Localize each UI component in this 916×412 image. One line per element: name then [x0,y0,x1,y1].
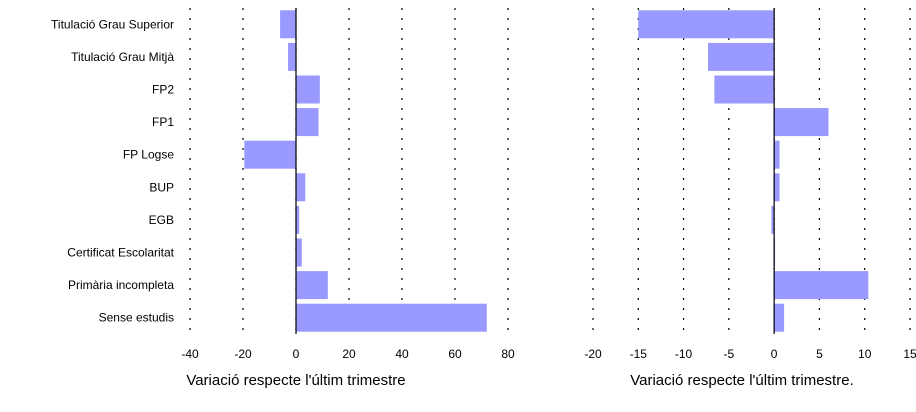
bar [280,10,296,39]
x-axis-title: Variació respecte l'últim trimestre [186,372,405,389]
category-label: BUP [149,180,174,194]
x-tick-label: 5 [816,347,823,361]
bar [774,108,829,137]
right-chart: -20 -15 -10 -5 0 5 10 15 Variació respecte l'últ… [584,8,916,389]
bar [296,108,319,137]
category-label: Primària incompleta [68,278,174,292]
x-tick-label: 15 [903,347,916,361]
bar [296,75,320,104]
x-tick-label: 40 [395,347,409,361]
x-tick-label: -10 [675,347,693,361]
bar [774,303,785,332]
x-tick-label: -20 [234,347,252,361]
category-label: Certificat Escolaritat [67,246,174,260]
category-label: Sense estudis [99,311,174,325]
x-tick-label: 20 [342,347,356,361]
x-tick-label: -40 [181,347,199,361]
bar [296,271,328,300]
bar [774,140,780,169]
bar [714,75,775,104]
x-tick-label: 10 [858,347,872,361]
category-label: FP1 [152,115,174,129]
x-tick-label: -5 [724,347,735,361]
bar [771,205,775,234]
left-chart: -40 -20 0 20 40 60 80 Titulació Grau Superior Ti… [51,8,515,389]
bar [288,42,296,71]
x-tick-label: 0 [293,347,300,361]
x-tick-label: -20 [584,347,602,361]
bar [774,271,869,300]
category-label: Titulació Grau Mitjà [71,50,174,64]
bar [774,173,780,202]
bar [244,140,296,169]
x-tick-label: 60 [448,347,462,361]
x-tick-label: 80 [501,347,515,361]
bar [638,10,775,39]
bar [708,42,775,71]
category-label: Titulació Grau Superior [51,17,174,31]
bar [296,205,300,234]
x-tick-label: 0 [771,347,778,361]
bar [296,238,302,267]
category-label: FP2 [152,83,174,97]
bar [296,303,487,332]
x-axis-title: Variació respecte l'últim trimestre. [630,372,853,389]
category-label: EGB [149,213,174,227]
category-label: FP Logse [123,148,174,162]
bar [296,173,306,202]
x-tick-label: -15 [630,347,648,361]
